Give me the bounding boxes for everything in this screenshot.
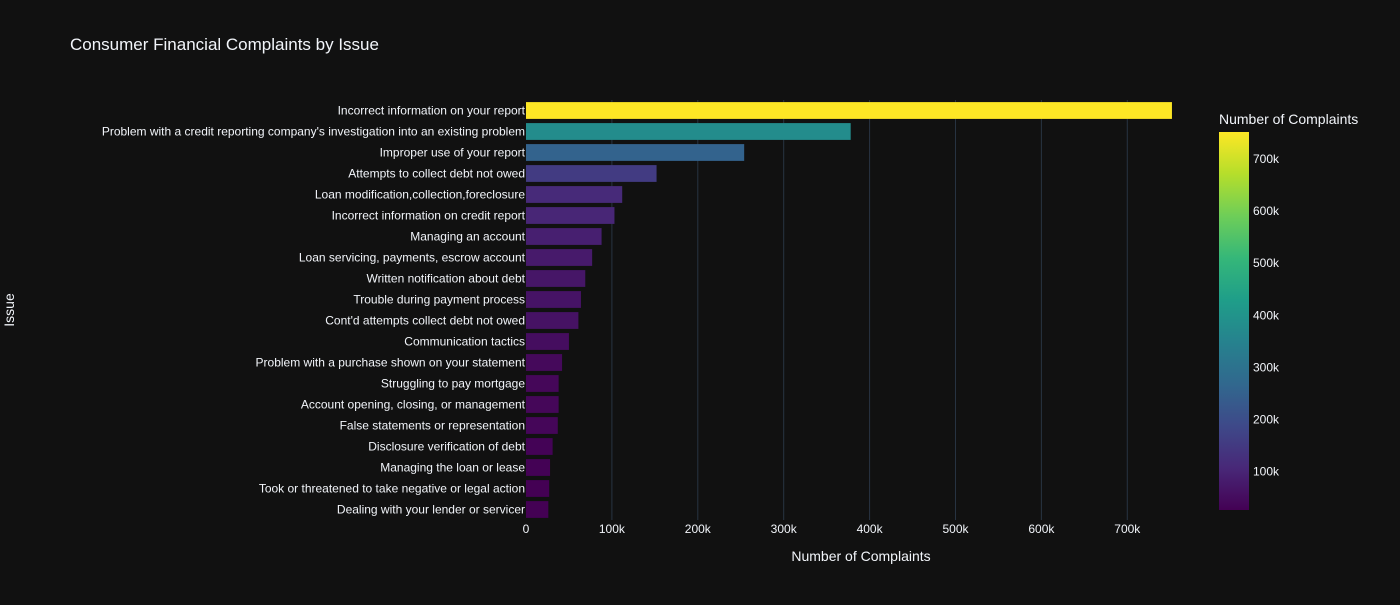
colorbar-title: Number of Complaints [1219,111,1358,127]
x-tick-label: 200k [685,522,712,536]
category-label: Disclosure verification of debt [368,440,525,454]
bar[interactable] [526,291,581,308]
x-tick-label: 500k [942,522,969,536]
x-axis-ticks: 0 100k 200k 300k 400k 500k 600k 700k [523,522,1142,536]
x-tick-label: 400k [857,522,884,536]
category-label: Problem with a credit reporting company'… [102,125,525,139]
category-label: Written notification about debt [366,272,525,286]
bar[interactable] [526,501,549,518]
colorbar-tick-label: 100k [1253,464,1280,478]
bar[interactable] [526,396,559,413]
bar[interactable] [526,123,851,140]
colorbar: Number of Complaints 100k 200k 300k 400k 500… [1219,111,1358,510]
bar[interactable] [526,102,1172,119]
bars [526,102,1172,518]
bar[interactable] [526,270,586,287]
category-label: Trouble during payment process [353,293,525,307]
x-tick-label: 100k [599,522,626,536]
colorbar-ticks: 100k 200k 300k 400k 500k 600k 700k [1253,152,1280,478]
grid-lines [611,100,1128,520]
x-tick-label: 0 [523,522,530,536]
chart-title: Consumer Financial Complaints by Issue [70,35,379,54]
category-label: Problem with a purchase shown on your st… [256,356,526,370]
category-label: False statements or representation [340,419,525,433]
bar[interactable] [526,144,745,161]
bar[interactable] [526,312,579,329]
bar[interactable] [526,249,593,266]
category-label: Communication tactics [404,335,525,349]
bar[interactable] [526,165,657,182]
colorbar-tick-label: 600k [1253,204,1280,218]
bar[interactable] [526,333,569,350]
colorbar-tick-label: 500k [1253,256,1280,270]
bar[interactable] [526,480,550,497]
bar[interactable] [526,207,615,224]
category-label: Struggling to pay mortgage [381,377,525,391]
colorbar-tick-label: 200k [1253,412,1280,426]
category-label: Improper use of your report [380,146,526,160]
category-label: Took or threatened to take negative or l… [259,482,525,496]
category-label: Dealing with your lender or servicer [337,503,525,517]
bar[interactable] [526,354,563,371]
category-label: Managing an account [410,230,525,244]
category-label: Managing the loan or lease [380,461,525,475]
x-axis-title: Number of Complaints [791,548,930,564]
category-label: Incorrect information on credit report [332,209,526,223]
bar[interactable] [526,438,553,455]
category-label: Account opening, closing, or management [301,398,526,412]
bar[interactable] [526,417,558,434]
y-axis-title: Issue [1,293,17,327]
x-tick-label: 300k [771,522,798,536]
colorbar-tick-label: 400k [1253,308,1280,322]
bar[interactable] [526,375,559,392]
category-label: Attempts to collect debt not owed [348,167,525,181]
bar[interactable] [526,228,602,245]
x-tick-label: 600k [1028,522,1055,536]
bar[interactable] [526,459,551,476]
category-label: Loan servicing, payments, escrow account [299,251,526,265]
category-label: Loan modification,collection,foreclosure [315,188,525,202]
category-label: Incorrect information on your report [338,104,526,118]
colorbar-gradient [1219,132,1249,510]
category-label: Cont'd attempts collect debt not owed [325,314,525,328]
colorbar-tick-label: 300k [1253,360,1280,374]
bar[interactable] [526,186,623,203]
category-labels: Incorrect information on your report Prob… [102,104,526,517]
colorbar-tick-label: 700k [1253,152,1280,166]
x-tick-label: 700k [1114,522,1141,536]
